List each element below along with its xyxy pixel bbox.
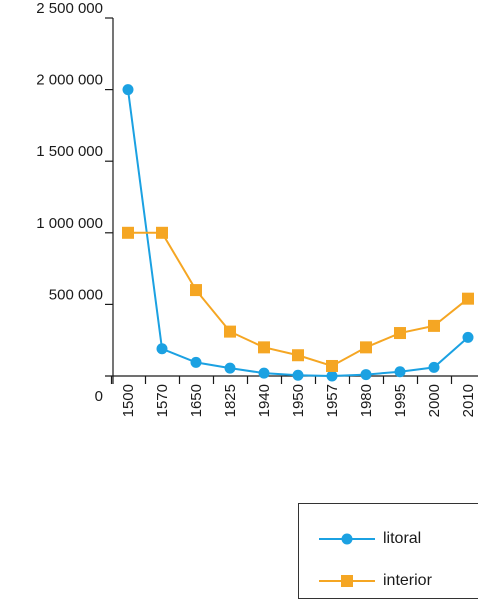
legend-item-litoral: litoral [319, 528, 421, 550]
series-lines [127, 89, 469, 378]
series-line-litoral [127, 89, 469, 378]
y-tick-label: 1 000 000 [36, 215, 103, 232]
point-litoral-1570 [156, 343, 168, 355]
x-tick-label: 1950 [290, 384, 307, 417]
x-tick-label: 1957 [324, 384, 341, 417]
point-interior-1940 [258, 341, 270, 354]
point-interior-1995 [394, 327, 406, 340]
point-interior-1980 [360, 341, 372, 354]
point-litoral-2000 [428, 361, 440, 373]
point-litoral-1950 [292, 369, 304, 381]
x-tick-label: 2010 [460, 384, 477, 417]
point-interior-1570 [156, 226, 168, 239]
x-tick-label: 1650 [188, 384, 205, 417]
point-interior-1950 [292, 349, 304, 362]
x-axis-ticks: 1500 1570 1650 1825 1940 1950 1957 1980 1995 2000… [110, 376, 477, 417]
x-tick-label: 1980 [358, 384, 375, 417]
point-litoral-1650 [190, 356, 202, 368]
chart-axes [105, 18, 478, 384]
y-tick-label: 500 000 [49, 286, 103, 303]
series-markers [122, 84, 474, 382]
point-litoral-1957 [326, 370, 338, 382]
y-tick-label: 2 000 000 [36, 72, 103, 89]
x-tick-label: 1825 [222, 384, 239, 417]
x-tick-label: 1500 [120, 384, 137, 417]
y-tick-label: 0 [95, 388, 103, 405]
point-interior-1500 [122, 226, 134, 239]
y-axis-ticks: 0 500 000 1 000 000 1 500 000 2 000 000 2 500… [36, 0, 113, 405]
point-interior-2000 [428, 319, 440, 332]
series-line-interior [128, 231, 469, 368]
point-litoral-1825 [224, 362, 236, 374]
point-interior-1957 [326, 359, 338, 372]
x-tick-label: 2000 [426, 384, 443, 417]
y-tick-label: 2 500 000 [36, 0, 103, 17]
point-litoral-1980 [360, 369, 372, 381]
y-tick-label: 1 500 000 [36, 143, 103, 160]
legend-swatch-litoral [319, 533, 375, 545]
point-litoral-1940 [258, 367, 270, 379]
point-interior-1825 [224, 325, 236, 338]
x-tick-label: 1940 [256, 384, 273, 417]
legend-item-interior: interior [319, 570, 432, 592]
legend-label-litoral: litoral [383, 530, 422, 547]
legend-swatch-interior [319, 575, 375, 587]
point-litoral-1995 [394, 366, 406, 378]
x-tick-label: 1570 [154, 384, 171, 417]
point-litoral-2010 [462, 331, 474, 343]
point-interior-1650 [190, 284, 202, 297]
legend-label-interior: interior [383, 572, 432, 589]
point-litoral-1500 [122, 84, 134, 96]
point-interior-2010 [462, 292, 474, 305]
x-tick-label: 1995 [392, 384, 409, 417]
chart-legend: litoral interior [298, 503, 478, 599]
